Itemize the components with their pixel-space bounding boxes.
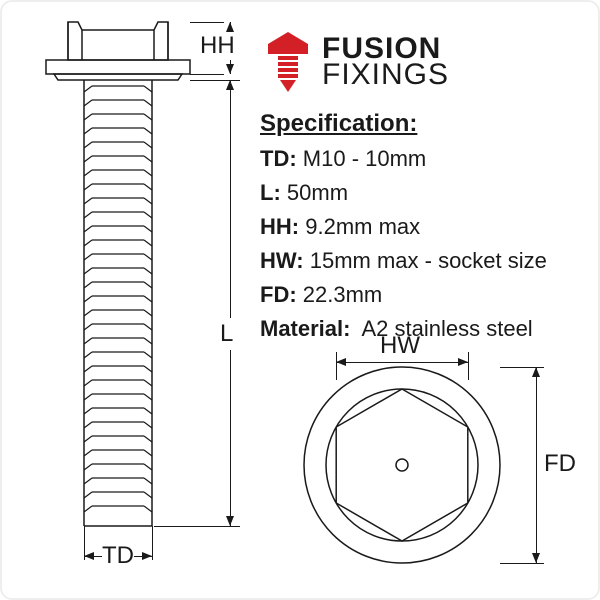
- spec-row: FD: 22.3mm: [260, 282, 547, 308]
- bolt-top-view: [292, 350, 522, 580]
- screw-icon: [260, 30, 316, 94]
- spec-row: HW: 15mm max - socket size: [260, 248, 547, 274]
- spec-row: HH: 9.2mm max: [260, 214, 547, 240]
- fd-label: FD: [544, 450, 576, 478]
- td-label: TD: [102, 542, 134, 570]
- spec-row: TD: M10 - 10mm: [260, 146, 547, 172]
- bolt-side-view: [28, 20, 208, 550]
- specification-block: Specification: TD: M10 - 10mm L: 50mm HH…: [260, 110, 547, 350]
- brand-logo: FUSION FIXINGS: [260, 30, 449, 94]
- brand-line2: FIXINGS: [322, 58, 449, 92]
- hw-label: HW: [380, 332, 420, 360]
- hh-label: HH: [200, 32, 235, 60]
- spec-title: Specification:: [260, 110, 547, 138]
- l-label: L: [218, 318, 235, 350]
- spec-row: L: 50mm: [260, 180, 547, 206]
